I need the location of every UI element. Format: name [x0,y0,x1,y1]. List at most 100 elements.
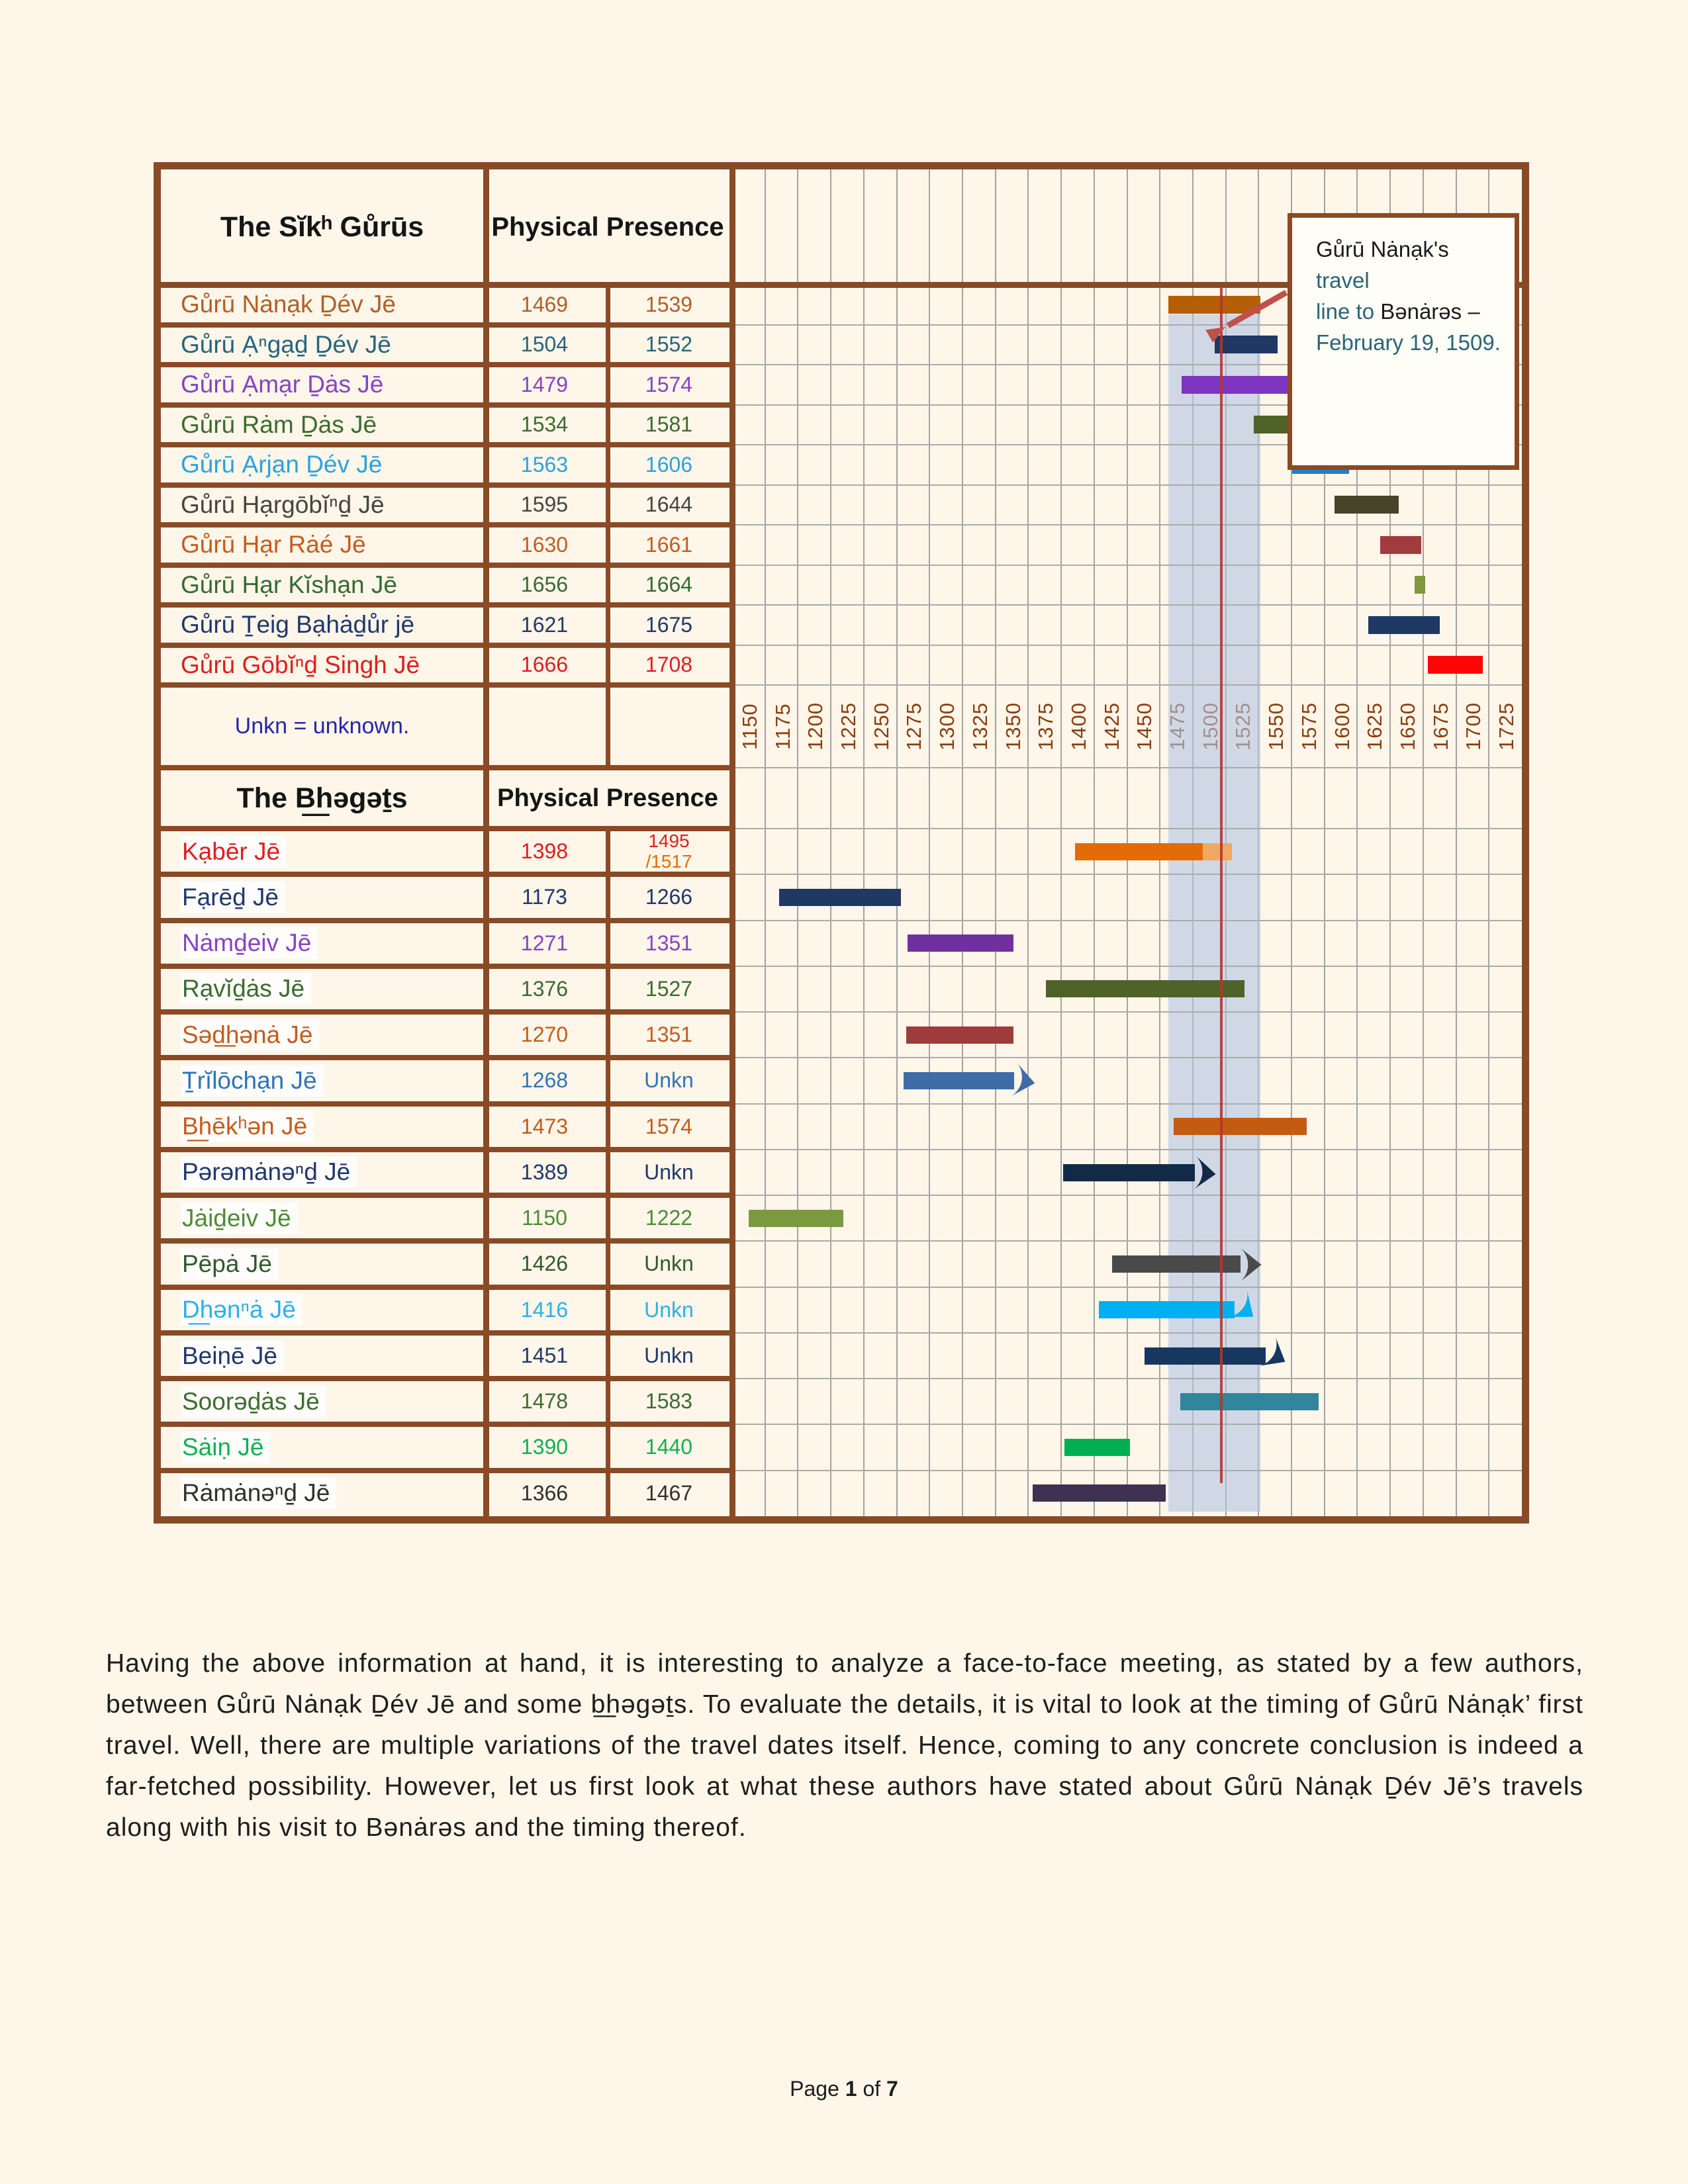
bhagat-died-year: Unkn [606,1333,732,1379]
bhagat-lifespan-bar [904,1071,1015,1089]
guru-lifespan-bar [1214,336,1278,354]
table-row-border [161,602,735,608]
bhagat-name: T̠rĭlōchạn Jē [161,1058,483,1103]
row-gridline [732,1240,1522,1242]
axis-year-label: 1200 [804,702,827,751]
table-row-border [161,562,735,568]
guru-born-year: 1479 [520,372,569,396]
table-row-border [161,522,735,527]
year-gridline [1455,169,1457,1516]
year-gridline [1488,169,1490,1516]
bhagat-lifespan-bar [1046,980,1245,998]
unknown-note: Unkn = unknown. [234,713,410,739]
row-gridline [732,965,1522,967]
bhagat-lifespan-bar [1063,1163,1195,1181]
died-year-line1: Unkn [644,1251,694,1276]
date-column-border-lower [606,829,610,1516]
row-gridline [732,604,1522,606]
unknown-end-arrow-icon [1237,1247,1266,1283]
bhagat-born-year: 1376 [520,976,569,1001]
guru-died-year: 1675 [645,612,693,637]
bhagat-died-year: 1583 [606,1379,732,1424]
bhagat-name-text: Pərəmȧnəⁿd̠ Jē [181,1156,357,1189]
axis-year-label: 1225 [836,702,860,751]
died-year-line1: 1467 [645,1480,693,1505]
bhagat-born-year: 1173 [522,885,567,909]
bhagat-lifespan-bar [1111,1255,1241,1273]
bhagat-died-year: 1351 [606,921,732,966]
year-gridline [1159,169,1161,1516]
axis-year-label: 1650 [1396,702,1420,751]
table-row-border [161,1238,735,1244]
row-gridline [732,364,1522,365]
bhagat-died-year: Unkn [606,1150,732,1195]
guru-born-year: 1563 [520,452,569,477]
table-row-border [161,1193,735,1199]
bhagat-name-text: B͟hēkʰən Jē [181,1111,314,1143]
bhagats-presence-header: Physical Presence [497,784,718,812]
unknown-end-arrow-icon [1255,1334,1298,1379]
bhagat-died-year: Unkn [606,1287,732,1333]
guru-born-year: 1621 [520,612,569,637]
bhagat-name: Kạbēr Jē [161,829,483,874]
bhagat-lifespan-bar [1180,1392,1319,1410]
row-gridline [732,1148,1522,1150]
unknown-end-arrow-icon [1190,1154,1221,1192]
bhagat-born-year: 1389 [520,1160,569,1184]
died-year-line1: 1583 [645,1389,693,1414]
guru-lifespan-bar [1414,576,1425,594]
guru-name: Gůrū Ạmạr D̠ȧs Jē [181,371,384,398]
bhagat-name: Səd͟hənȧ Jē [161,1012,483,1058]
bhagat-died-year: 1495/1517 [606,829,732,874]
bhagat-name-text: Kạbēr Jē [181,835,287,868]
footer-of-word: of [857,2077,887,2101]
row-gridline [732,684,1522,686]
row-gridline [732,324,1522,326]
bhagat-name-text: Rȧmȧnəⁿd̠ Jē [181,1477,337,1510]
table-row-border [161,917,735,923]
died-year-line1: Unkn [644,1160,694,1184]
travel-reference-line [1219,287,1223,1483]
annotation-guru-name: Gůrū Nȧnạk's [1316,237,1449,261]
axis-year-label: 1175 [771,703,794,750]
bhagat-born-year: 1473 [520,1114,569,1138]
bhagat-name-text: T̠rĭlōchạn Jē [181,1064,324,1097]
guru-name: Gůrū Rȧm D̠ȧs Jē [181,410,377,438]
table-row-border [161,963,735,969]
plot-left-border [729,169,735,1516]
annotation-callout: Gůrū Nȧnạk's travel line to Bənȧrəs – Fe… [1288,213,1519,470]
axis-year-label: 1275 [902,702,926,751]
table-row-border [161,1284,735,1290]
table-row-border [161,402,735,408]
bhagat-name-text: Beiṇē Jē [181,1340,284,1372]
table-row-border [161,1330,735,1336]
row-gridline [732,1103,1522,1105]
axis-year-label: 1625 [1363,702,1387,751]
bhagat-name: Rȧmȧnəⁿd̠ Jē [161,1471,483,1516]
bhagat-name: Pēpȧ Jē [161,1241,483,1287]
guru-lifespan-bar [1380,535,1421,554]
body-paragraph: Having the above information at hand, it… [106,1649,1583,1842]
bhagat-name: Sȧiṇ Jē [161,1424,483,1470]
died-year-line1: 1440 [645,1435,693,1459]
died-year-line1: 1527 [645,976,693,1001]
bhagat-name-text: Fạrēd̠ Jē [181,881,286,913]
table-row-border [161,682,735,688]
table-row-border [161,1009,735,1015]
row-gridline [732,1469,1522,1471]
year-gridline [1093,169,1095,1516]
row-gridline [732,828,1522,829]
guru-name: Gůrū Hạrgōbĭⁿd̠ Jē [181,490,385,518]
guru-born-year: 1469 [520,292,569,316]
footer-page-number: 1 [845,2077,857,2101]
year-gridline [863,169,865,1516]
row-gridline [732,564,1522,566]
died-year-line1: 1351 [645,1023,693,1047]
bhagat-born-year: 1150 [522,1206,567,1230]
axis-year-label: 1425 [1100,702,1123,751]
axis-year-label: 1700 [1462,702,1485,751]
axis-year-label: 1725 [1495,702,1519,751]
annotation-line-3: February 19, 1509. [1316,327,1501,358]
annotation-arrow-icon [1205,290,1288,343]
table-row-border [161,1055,735,1061]
